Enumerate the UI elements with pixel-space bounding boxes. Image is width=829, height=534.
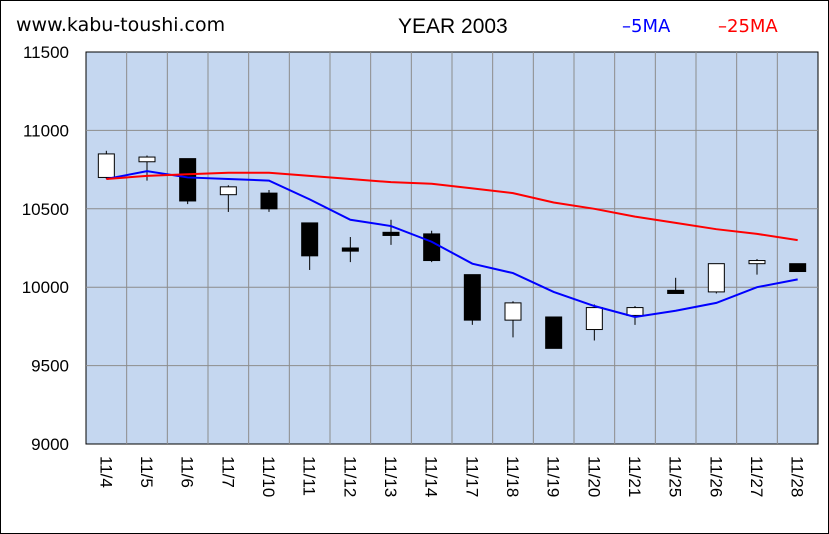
- candle: [341, 237, 359, 263]
- y-tick-label: 9500: [31, 357, 69, 376]
- x-tick-label: 11/18: [503, 456, 522, 497]
- x-tick-label: 11/13: [381, 456, 400, 497]
- y-tick-label: 11500: [23, 43, 69, 62]
- legend-dash: –: [718, 16, 727, 37]
- candle: [423, 230, 441, 263]
- candles: [97, 150, 807, 349]
- candle-body: [667, 289, 685, 294]
- candle-body: [179, 158, 197, 202]
- moving-average-lines: [106, 170, 798, 319]
- candle-body: [748, 260, 766, 265]
- x-tick-label: 11/28: [788, 456, 807, 497]
- candle: [667, 277, 685, 294]
- candle-body: [423, 233, 441, 262]
- candle: [504, 301, 522, 338]
- candle-body: [707, 263, 725, 293]
- x-tick-label: 11/14: [422, 456, 441, 497]
- x-tick-label: 11/21: [625, 456, 644, 497]
- candle-body: [463, 274, 481, 321]
- x-tick-label: 11/5: [137, 456, 156, 488]
- candle-body: [301, 222, 319, 257]
- candle: [748, 258, 766, 275]
- site-url: www.kabu-toushi.com: [16, 14, 226, 36]
- grid-lines: [86, 52, 818, 444]
- legend-5ma: –5MA: [622, 16, 670, 37]
- x-tick-label: 11/4: [96, 456, 115, 488]
- x-tick-label: 11/20: [584, 456, 603, 497]
- y-tick-label: 10500: [22, 200, 69, 219]
- ma-line-25ma: [106, 171, 798, 242]
- candle-body: [789, 263, 807, 273]
- legend-label: 5MA: [631, 16, 671, 37]
- candle-body: [545, 316, 563, 349]
- x-tick-label: 11/19: [544, 456, 563, 497]
- x-axis: 11/4 11/5 11/6 11/7 11/10 11/11 11/12 11/13 11/1…: [96, 456, 806, 497]
- legend-25ma: –25MA: [718, 16, 778, 37]
- candle: [97, 150, 115, 180]
- candle-body: [382, 231, 400, 236]
- ma-line-5ma: [106, 170, 798, 319]
- candle: [545, 316, 563, 349]
- legend-label: 25MA: [727, 16, 778, 37]
- y-tick-label: 11000: [23, 121, 69, 140]
- candle: [585, 304, 603, 341]
- x-tick-label: 11/25: [666, 456, 685, 497]
- candle-body: [504, 302, 522, 321]
- x-tick-label: 11/11: [300, 456, 319, 496]
- candle-body: [626, 307, 644, 316]
- candle-body: [138, 156, 156, 163]
- candle: [260, 189, 278, 212]
- x-tick-label: 11/10: [259, 456, 278, 497]
- candle-body: [585, 307, 603, 331]
- candle: [219, 185, 237, 212]
- x-tick-label: 11/12: [340, 456, 359, 497]
- candle: [463, 274, 481, 325]
- x-tick-label: 11/27: [747, 456, 766, 497]
- candle-body: [97, 153, 115, 178]
- candle-body: [260, 192, 278, 210]
- candle-body: [341, 247, 359, 252]
- candle-body: [219, 186, 237, 196]
- x-tick-label: 11/6: [178, 456, 197, 488]
- x-tick-label: 11/7: [218, 456, 237, 488]
- candle: [301, 222, 319, 270]
- y-tick-label: 9000: [31, 435, 69, 454]
- x-tick-label: 11/17: [462, 456, 481, 497]
- chart-title: YEAR 2003: [398, 15, 508, 38]
- candle: [179, 158, 197, 205]
- candle: [382, 219, 400, 245]
- y-tick-label: 10000: [22, 278, 69, 297]
- y-axis: 9000 9500 10000 10500 11000 11500: [22, 43, 69, 454]
- candle: [789, 263, 807, 273]
- legend-dash: –: [622, 16, 631, 37]
- candle: [707, 263, 725, 294]
- x-tick-label: 11/26: [706, 456, 725, 497]
- candle: [626, 306, 644, 325]
